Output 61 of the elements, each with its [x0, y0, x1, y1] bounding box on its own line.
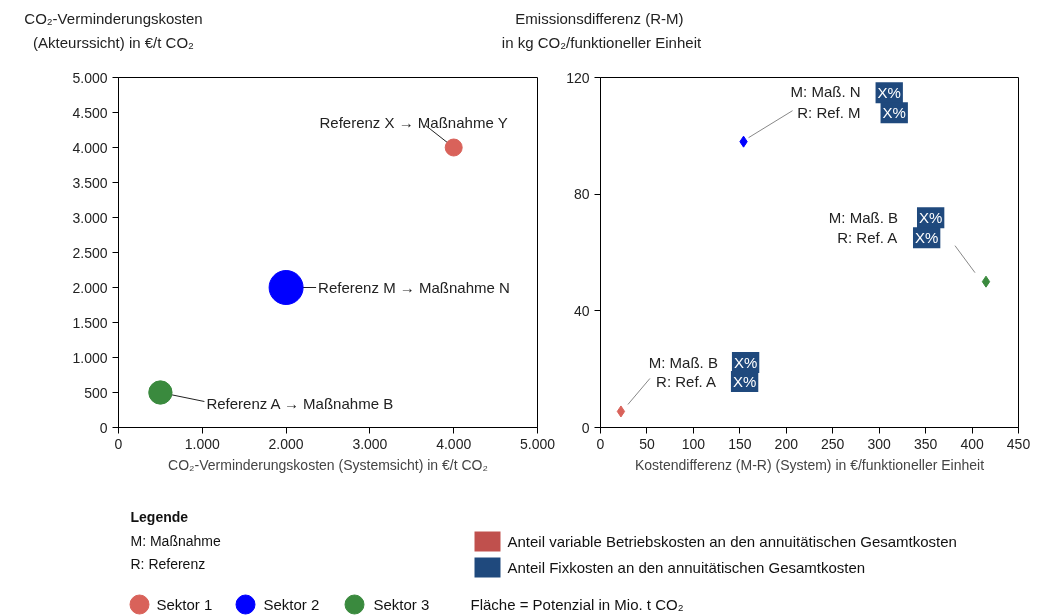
annotation: X% — [918, 209, 943, 227]
y-axis-title: Emissionsdifferenz (R-M) in kg CO₂/funktioneller Einheit — [501, 9, 702, 52]
annotation: M: Maß. B — [648, 353, 718, 371]
x-tick-label: 250 — [821, 435, 845, 452]
x-tick-label: 400 — [960, 435, 984, 452]
legend-label: Sektor 1 — [156, 596, 213, 613]
x-tick-label: 50 — [639, 435, 655, 452]
text: Fläche = Potenzial in Mio. t CO₂ — [470, 596, 684, 613]
y-tick-label: 1.500 — [72, 314, 108, 331]
legend-label: Sektor 3 — [373, 596, 430, 613]
annotation: X% — [914, 229, 939, 247]
x-axis-title: CO₂-Verminderungskosten (Systemsicht) in €/t CO₂ — [168, 456, 488, 473]
legend-label: Sektor 2 — [263, 596, 320, 613]
annotation: X% — [877, 84, 901, 102]
annotation: X% — [882, 104, 906, 122]
y-tick-label: 80 — [573, 186, 590, 203]
annotation: M: Maß. B — [828, 209, 898, 227]
annotation: X% — [733, 353, 758, 371]
point — [616, 405, 626, 418]
legend-label: Anteil Fixkosten an den annuitätischen Gesamtkosten — [507, 559, 866, 576]
x-tick-label: 0 — [114, 435, 123, 452]
y-tick-label: 4.500 — [72, 104, 108, 121]
y-tick-label: 3.500 — [72, 174, 108, 191]
y-tick-label: 0 — [581, 419, 590, 436]
x-tick-label: 450 — [1006, 435, 1031, 452]
x-tick-label: 350 — [913, 435, 938, 452]
annotation: Referenz A → Maßnahme B — [206, 395, 394, 412]
y-tick-label: 2.500 — [72, 244, 108, 261]
point — [981, 275, 991, 288]
annotation: Referenz M → Maßnahme N — [318, 279, 510, 296]
annotation: M: Maß. N — [790, 83, 861, 101]
annotation: R: Ref. M — [797, 104, 861, 122]
x-tick-label: 2.000 — [268, 435, 304, 452]
y-tick-label: 0 — [99, 419, 108, 436]
y-tick-label: 4.000 — [72, 139, 108, 156]
x-tick-label: 150 — [728, 435, 752, 452]
x-tick-label: 4.000 — [436, 435, 472, 452]
y-tick-label: 3.000 — [72, 209, 108, 226]
y-tick-label: 1.000 — [72, 349, 108, 366]
x-tick-label: 1.000 — [184, 435, 221, 452]
y-tick-label: 2.000 — [72, 279, 108, 296]
text: R: Referenz — [130, 555, 206, 572]
y-tick-label: 40 — [573, 302, 590, 319]
annotation: X% — [732, 372, 757, 390]
text: M: Maßnahme — [130, 532, 221, 549]
y-axis-title: CO₂-Verminderungskosten (Akteurssicht) in €/t CO₂ — [24, 9, 203, 52]
x-tick-label: 0 — [596, 435, 605, 452]
y-tick-label: 120 — [566, 69, 590, 86]
y-tick-label: 500 — [84, 384, 108, 401]
x-axis-title: Kostendifferenz (M-R) (System) in €/funktioneller Einheit — [634, 456, 985, 473]
text: Legende — [130, 508, 189, 525]
annotation: Referenz X → Maßnahme Y — [319, 114, 508, 131]
annotation: R: Ref. A — [837, 229, 898, 247]
x-tick-label: 100 — [681, 435, 706, 452]
annotation: R: Ref. A — [656, 372, 717, 390]
x-tick-label: 200 — [774, 435, 799, 452]
x-tick-label: 3.000 — [352, 435, 388, 452]
x-tick-label: 5.000 — [519, 435, 556, 452]
y-tick-label: 5.000 — [72, 69, 108, 86]
x-tick-label: 300 — [867, 435, 892, 452]
legend-label: Anteil variable Betriebskosten an den annuitätischen Gesamtkosten — [507, 533, 957, 550]
